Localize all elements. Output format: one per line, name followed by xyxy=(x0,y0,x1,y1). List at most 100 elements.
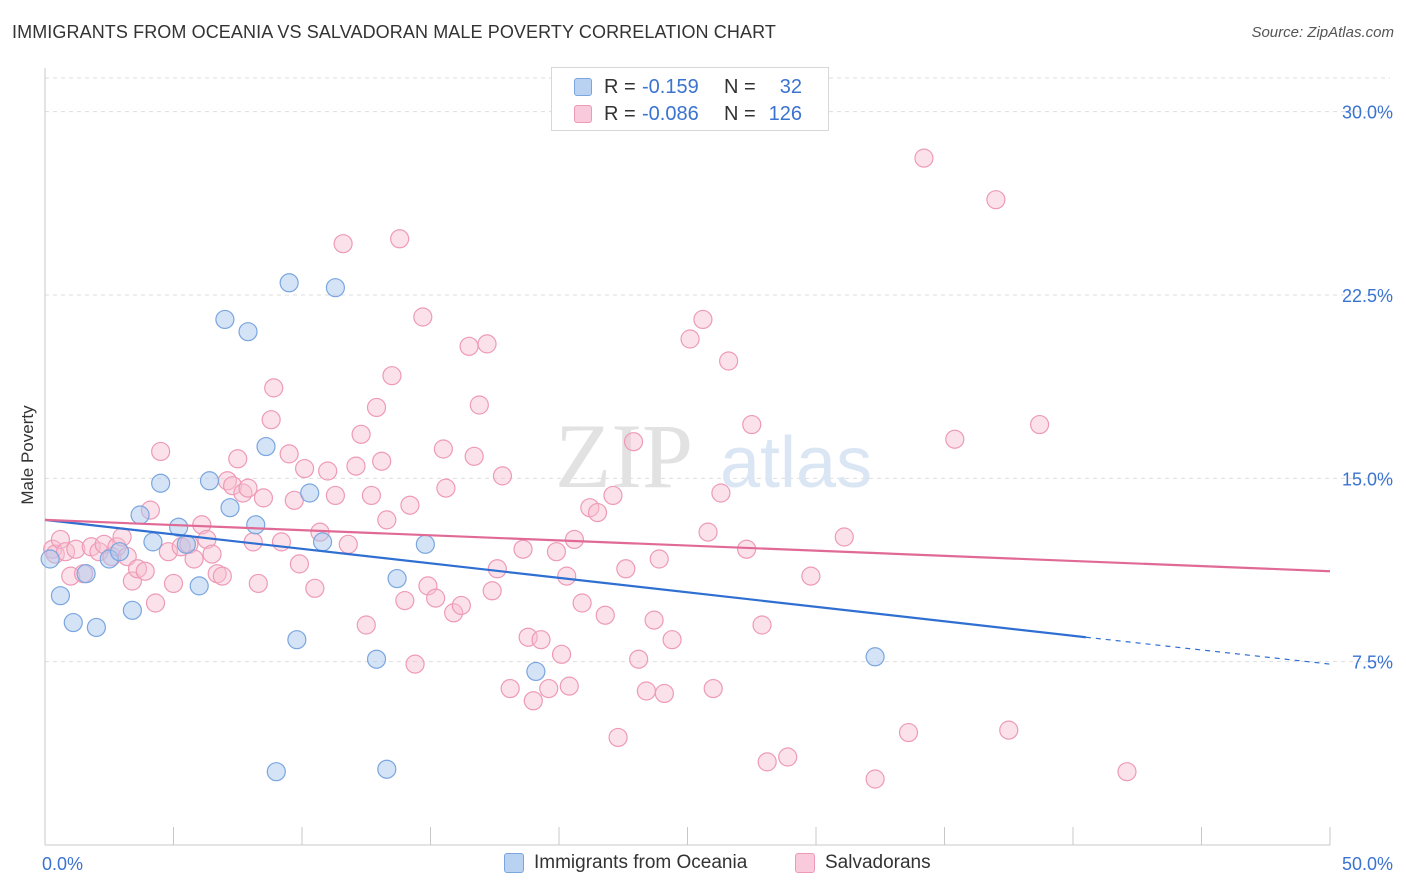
salvadorans-trend-line xyxy=(44,518,1331,573)
watermark-atlas: atlas xyxy=(720,423,872,503)
salvadorans-point-93 xyxy=(608,727,628,748)
x-tick-label-1: 50.0% xyxy=(1342,854,1393,874)
salvadorans-point-115 xyxy=(865,769,885,789)
salvadorans-point-49 xyxy=(333,234,353,254)
oceania-point-12 xyxy=(176,534,196,554)
salvadorans-point-119 xyxy=(986,190,1006,210)
salvadorans-point-51 xyxy=(346,456,366,476)
salvadorans-point-36 xyxy=(248,573,268,594)
oceania-point-16 xyxy=(220,498,240,518)
y-axis-label: Male Poverty xyxy=(18,405,37,505)
oceania-point-0 xyxy=(40,549,60,569)
salvadorans-point-58 xyxy=(382,366,402,386)
salvadorans-point-96 xyxy=(629,649,649,669)
legend-row-salvadorans: R = -0.086 N = 126 xyxy=(574,101,802,127)
salvadorans-point-44 xyxy=(294,458,315,479)
legend-r-label: R = xyxy=(604,102,636,125)
salvadorans-point-60 xyxy=(395,590,415,611)
salvadorans-point-67 xyxy=(436,478,456,498)
salvadorans-point-18 xyxy=(145,593,166,613)
salvadorans-point-63 xyxy=(413,307,433,327)
salvadorans-point-54 xyxy=(361,485,381,506)
oceania-point-2 xyxy=(63,612,83,633)
salvadorans-point-77 xyxy=(500,678,520,699)
salvadorans-point-27 xyxy=(202,544,222,564)
salvadorans-point-59 xyxy=(390,229,410,249)
salvadorans-point-120 xyxy=(999,720,1019,740)
oceania-point-20 xyxy=(266,762,286,782)
salvadorans-point-66 xyxy=(433,439,453,459)
x-tick-label-0: 0.0% xyxy=(42,854,83,874)
salvadorans-point-50 xyxy=(338,534,358,554)
oceania-point-19 xyxy=(256,436,276,457)
salvadorans-point-110 xyxy=(752,615,772,635)
salvadorans-point-78 xyxy=(513,539,533,559)
salvadorans-point-101 xyxy=(662,630,682,650)
salvadorans-point-82 xyxy=(539,678,559,699)
salvadorans-point-56 xyxy=(372,451,392,471)
legend-swatch-pink xyxy=(574,105,592,123)
watermark-zip: ZIP xyxy=(555,405,693,507)
salvadorans-point-91 xyxy=(595,605,615,625)
salvadorans-point-45 xyxy=(305,578,325,598)
chart-source: Source: ZipAtlas.com xyxy=(1251,24,1394,41)
salvadorans-point-31 xyxy=(223,476,243,496)
salvadorans-point-43 xyxy=(289,554,310,574)
salvadorans-point-19 xyxy=(151,441,171,462)
salvadorans-point-81 xyxy=(531,630,551,650)
salvadorans-point-70 xyxy=(459,336,479,356)
oceania-point-3 xyxy=(76,564,96,584)
salvadorans-point-102 xyxy=(680,329,700,349)
oceania-point-24 xyxy=(312,532,333,552)
legend-r-value: -0.086 xyxy=(642,102,699,125)
oceania-point-22 xyxy=(287,630,307,650)
salvadorans-point-72 xyxy=(469,395,489,415)
oceania-point-7 xyxy=(122,600,142,620)
salvadorans-point-84 xyxy=(551,644,572,664)
salvadorans-point-14 xyxy=(122,571,142,591)
salvadorans-point-29 xyxy=(212,566,232,586)
salvadorans-point-28 xyxy=(207,564,227,584)
oceania-point-31 xyxy=(865,647,885,667)
salvadorans-point-64 xyxy=(418,576,438,596)
legend-n-label: N = xyxy=(724,102,756,125)
salvadorans-point-88 xyxy=(572,593,592,613)
salvadorans-point-106 xyxy=(711,483,731,503)
oceania-point-28 xyxy=(387,568,407,589)
salvadorans-point-74 xyxy=(482,581,502,601)
legend-swatch-pink xyxy=(795,853,815,873)
oceania-point-27 xyxy=(377,759,397,779)
salvadorans-point-41 xyxy=(279,444,299,464)
salvadorans-point-47 xyxy=(318,461,338,481)
oceania-point-26 xyxy=(366,649,387,669)
salvadorans-point-109 xyxy=(742,414,762,435)
legend-swatch-blue xyxy=(504,853,524,873)
y-tick-label-1: 15.0% xyxy=(1342,469,1393,489)
salvadorans-point-85 xyxy=(557,566,577,586)
legend-item-oceania: Immigrants from Oceania xyxy=(504,852,747,874)
salvadorans-point-116 xyxy=(898,722,919,743)
salvadorans-point-121 xyxy=(1029,414,1050,435)
oceania-point-1 xyxy=(50,586,71,606)
legend-label-oceania: Immigrants from Oceania xyxy=(534,852,748,873)
correlation-legend: R = -0.159 N = 32 R = -0.086 N = 126 xyxy=(551,67,829,131)
oceania-point-15 xyxy=(215,309,235,330)
salvadorans-point-52 xyxy=(351,424,371,444)
salvadorans-point-62 xyxy=(405,654,425,674)
salvadorans-point-94 xyxy=(616,559,636,579)
salvadorans-point-113 xyxy=(801,566,821,586)
salvadorans-point-107 xyxy=(719,351,739,371)
salvadorans-point-111 xyxy=(757,752,777,772)
salvadorans-point-34 xyxy=(238,478,258,498)
legend-label-salvadorans: Salvadorans xyxy=(825,852,931,873)
legend-n-value: 126 xyxy=(768,102,802,125)
legend-item-salvadorans: Salvadorans xyxy=(795,852,931,874)
legend-n-value: 32 xyxy=(779,75,802,98)
oceania-point-17 xyxy=(238,322,258,342)
salvadorans-point-86 xyxy=(559,676,579,696)
oceania-point-9 xyxy=(143,532,163,552)
salvadorans-point-92 xyxy=(603,485,623,506)
series-legend: Immigrants from Oceania Salvadorans xyxy=(0,852,1406,878)
oceania-point-10 xyxy=(151,473,171,493)
